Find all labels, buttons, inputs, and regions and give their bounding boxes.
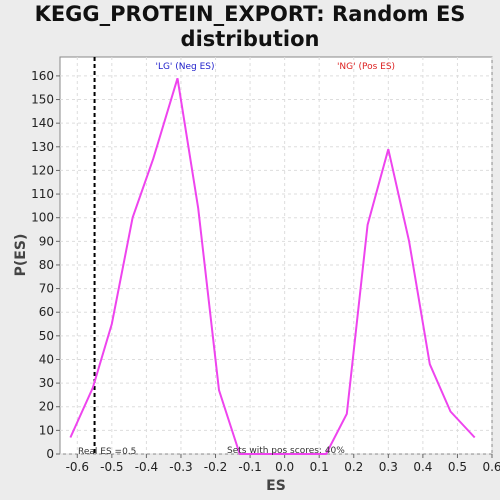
real-es-text: Real ES =0.5: [78, 447, 136, 457]
pos-es-label: 'NG' (Pos ES): [337, 62, 395, 72]
grid-lines: [60, 57, 493, 455]
x-axis-ticks: -0.6 -0.5 -0.4 -0.3 -0.2 -0.1 0.0 0.1 0.2 0.3 0.4 0…: [66, 454, 500, 474]
y-tick-label: 140: [31, 116, 54, 130]
y-axis-label: P(ES): [13, 234, 29, 277]
y-tick-label: 0: [46, 447, 54, 461]
x-tick-label: 0.4: [413, 460, 432, 474]
chart-title-line2: distribution: [180, 27, 320, 51]
x-tick-label: -0.1: [238, 460, 261, 474]
x-tick-label: -0.2: [204, 460, 227, 474]
x-tick-label: -0.5: [100, 460, 123, 474]
x-tick-label: 0.2: [344, 460, 363, 474]
x-tick-label: 0.5: [448, 460, 467, 474]
y-tick-label: 80: [39, 258, 54, 272]
y-axis-ticks: 0 10 20 30 40 50 60 70 80 90 100 110 120 130 140 150 160: [31, 69, 60, 461]
x-axis-label: ES: [266, 478, 286, 494]
x-tick-label: 0.3: [379, 460, 398, 474]
y-tick-label: 10: [39, 423, 54, 437]
y-tick-label: 40: [39, 352, 54, 366]
y-tick-label: 160: [31, 69, 54, 83]
y-tick-label: 20: [39, 400, 54, 414]
y-tick-label: 30: [39, 376, 54, 390]
chart-title-line1: KEGG_PROTEIN_EXPORT: Random ES: [34, 2, 466, 26]
y-tick-label: 90: [39, 234, 54, 248]
x-tick-label: -0.4: [135, 460, 158, 474]
neg-es-label: 'LG' (Neg ES): [155, 62, 214, 72]
x-tick-label: 0.6: [482, 460, 500, 474]
pos-scores-text: Sets with pos scores: 40%: [227, 446, 345, 456]
chart-title: KEGG_PROTEIN_EXPORT: Random ES distribut…: [0, 2, 500, 52]
x-tick-label: -0.3: [169, 460, 192, 474]
y-tick-label: 100: [31, 211, 54, 225]
x-tick-label: -0.6: [66, 460, 89, 474]
y-tick-label: 50: [39, 329, 54, 343]
y-tick-label: 70: [39, 282, 54, 296]
x-tick-label: 0.0: [275, 460, 294, 474]
x-tick-label: 0.1: [310, 460, 329, 474]
y-tick-label: 150: [31, 93, 54, 107]
es-distribution-line: [69, 78, 476, 455]
y-tick-label: 60: [39, 305, 54, 319]
y-tick-label: 130: [31, 140, 54, 154]
y-tick-label: 110: [31, 187, 54, 201]
y-tick-label: 120: [31, 163, 54, 177]
